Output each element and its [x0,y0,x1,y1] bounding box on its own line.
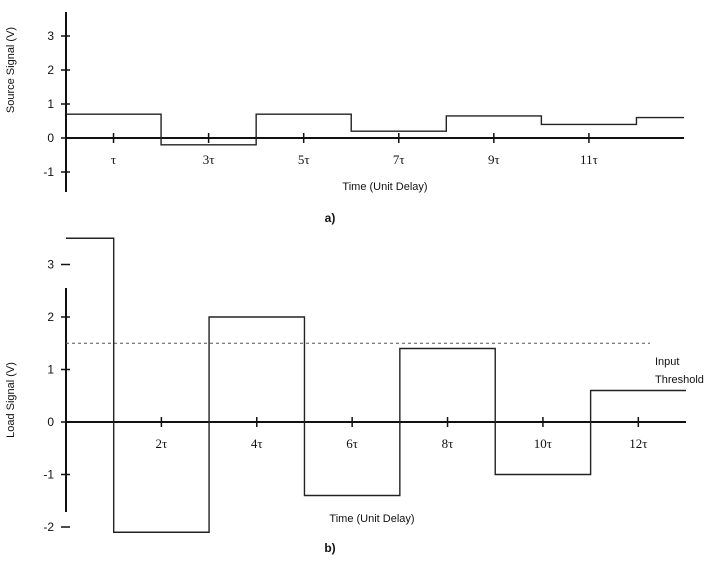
x-tick-label: 8τ [442,436,454,451]
y-tick-label: 3 [47,29,54,43]
panel-b-xlabel: Time (Unit Delay) [329,513,414,525]
panel-a-label: a) [325,211,336,225]
y-tick-label: 1 [47,97,54,111]
x-tick-label: τ [111,152,116,167]
y-tick-label: -2 [43,520,54,534]
x-tick-label: 10τ [534,436,552,451]
x-tick-label: 9τ [488,152,500,167]
panel-b-load-signal: Load Signal (V) Time (Unit Delay) b) Inp… [5,237,704,555]
panel-b-label: b) [324,541,335,555]
y-tick-label: 0 [47,131,54,145]
x-tick-label: 4τ [251,436,263,451]
y-tick-label: -1 [43,468,54,482]
panel-b-ylabel: Load Signal (V) [5,362,17,438]
y-tick-label: 3 [47,258,54,272]
panel-a-ylabel: Source Signal (V) [5,27,17,113]
threshold-label-line1: Input [655,356,679,368]
y-tick-label: 0 [47,415,54,429]
x-tick-label: 12τ [629,436,647,451]
panel-a-xlabel: Time (Unit Delay) [342,181,427,193]
x-tick-label: 2τ [156,436,168,451]
y-tick-label: 2 [47,63,54,77]
y-tick-label: -1 [43,165,54,179]
x-tick-label: 7τ [393,152,405,167]
x-tick-label: 6τ [346,436,358,451]
panel-b-signal-trace [66,237,686,533]
y-tick-label: 1 [47,363,54,377]
panel-a-source-signal: Source Signal (V) Time (Unit Delay) a) 3… [5,12,684,225]
x-tick-label: 5τ [298,152,310,167]
y-tick-label: 2 [47,310,54,324]
threshold-label-line2: Threshold [655,374,704,386]
panel-a-signal-trace [66,113,684,146]
x-tick-label: 11τ [580,152,598,167]
x-tick-label: 3τ [203,152,215,167]
